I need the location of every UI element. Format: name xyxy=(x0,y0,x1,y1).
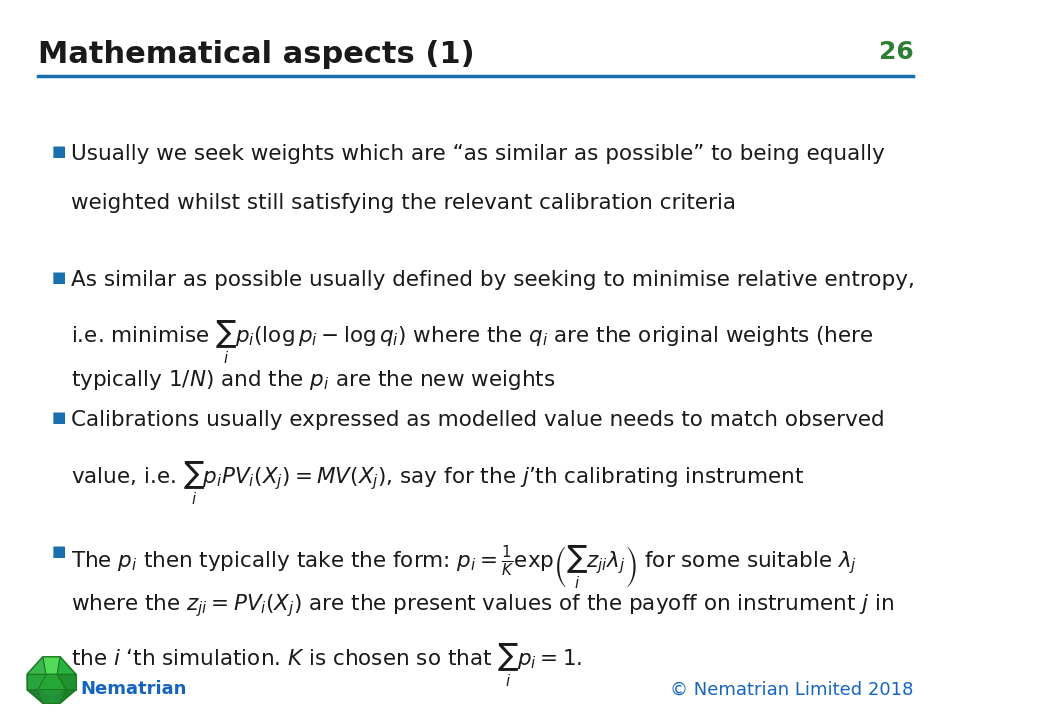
Polygon shape xyxy=(37,674,66,690)
Polygon shape xyxy=(27,657,46,674)
Text: Usually we seek weights which are “as similar as possible” to being equally: Usually we seek weights which are “as si… xyxy=(71,144,884,164)
Polygon shape xyxy=(27,690,52,703)
Text: the $i$ ‘th simulation. $K$ is chosen so that $\sum_i p_i = 1$.: the $i$ ‘th simulation. $K$ is chosen so… xyxy=(71,642,582,689)
Text: value, i.e. $\sum_i p_i PV_i(X_j) = MV(X_j)$, say for the $j$’th calibrating ins: value, i.e. $\sum_i p_i PV_i(X_j) = MV(X… xyxy=(71,459,804,507)
Text: typically $1/N$) and the $p_i$ are the new weights: typically $1/N$) and the $p_i$ are the n… xyxy=(71,368,555,392)
Text: i.e. minimise $\sum_i p_i(\log p_i - \log q_i)$ where the $q_i$ are the original: i.e. minimise $\sum_i p_i(\log p_i - \lo… xyxy=(71,319,874,366)
Text: ■: ■ xyxy=(52,144,67,159)
Text: where the $z_{ji} = PV_i(X_j)$ are the present values of the payoff on instrumen: where the $z_{ji} = PV_i(X_j)$ are the p… xyxy=(71,593,893,619)
Polygon shape xyxy=(52,690,76,703)
Text: As similar as possible usually defined by seeking to minimise relative entropy,: As similar as possible usually defined b… xyxy=(71,270,914,290)
Text: weighted whilst still satisfying the relevant calibration criteria: weighted whilst still satisfying the rel… xyxy=(71,193,735,213)
Text: ■: ■ xyxy=(52,544,67,559)
Text: 26: 26 xyxy=(879,40,913,63)
Text: © Nematrian Limited 2018: © Nematrian Limited 2018 xyxy=(670,680,913,698)
Polygon shape xyxy=(37,690,66,703)
Polygon shape xyxy=(27,674,46,690)
Polygon shape xyxy=(57,674,76,690)
Text: The $p_i$ then typically take the form: $p_i = \frac{1}{K}\exp\!\left(\sum_i z_{: The $p_i$ then typically take the form: … xyxy=(71,544,857,591)
Text: ■: ■ xyxy=(52,410,67,426)
Text: ■: ■ xyxy=(52,270,67,285)
Polygon shape xyxy=(43,657,60,674)
Text: Calibrations usually expressed as modelled value needs to match observed: Calibrations usually expressed as modell… xyxy=(71,410,884,431)
Polygon shape xyxy=(27,657,76,703)
Text: Nematrian: Nematrian xyxy=(80,680,186,698)
Text: Mathematical aspects (1): Mathematical aspects (1) xyxy=(37,40,474,68)
Polygon shape xyxy=(57,657,76,674)
